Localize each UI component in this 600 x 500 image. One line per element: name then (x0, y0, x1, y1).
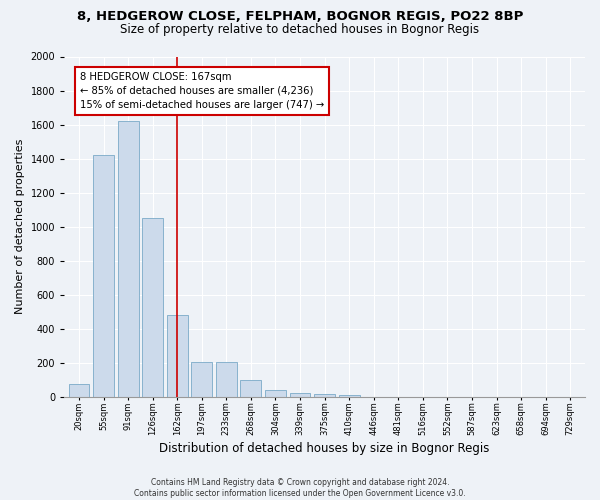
Bar (191, 362, 212, 397)
Bar (216, 362, 237, 397)
Bar (167, 316, 188, 397)
Bar (339, 396, 359, 397)
Bar (118, 121, 139, 397)
Bar (314, 394, 335, 397)
Bar (68, 384, 89, 397)
Text: 8 HEDGEROW CLOSE: 167sqm
← 85% of detached houses are smaller (4,236)
15% of sem: 8 HEDGEROW CLOSE: 167sqm ← 85% of detach… (80, 72, 324, 110)
Text: Size of property relative to detached houses in Bognor Regis: Size of property relative to detached ho… (121, 22, 479, 36)
Bar (290, 393, 310, 397)
Text: 8, HEDGEROW CLOSE, FELPHAM, BOGNOR REGIS, PO22 8BP: 8, HEDGEROW CLOSE, FELPHAM, BOGNOR REGIS… (77, 10, 523, 23)
Text: Contains HM Land Registry data © Crown copyright and database right 2024.
Contai: Contains HM Land Registry data © Crown c… (134, 478, 466, 498)
Bar (265, 390, 286, 397)
Bar (142, 218, 163, 397)
Y-axis label: Number of detached properties: Number of detached properties (15, 139, 25, 314)
X-axis label: Distribution of detached houses by size in Bognor Regis: Distribution of detached houses by size … (160, 442, 490, 455)
Bar (93, 155, 114, 397)
Bar (241, 380, 262, 397)
